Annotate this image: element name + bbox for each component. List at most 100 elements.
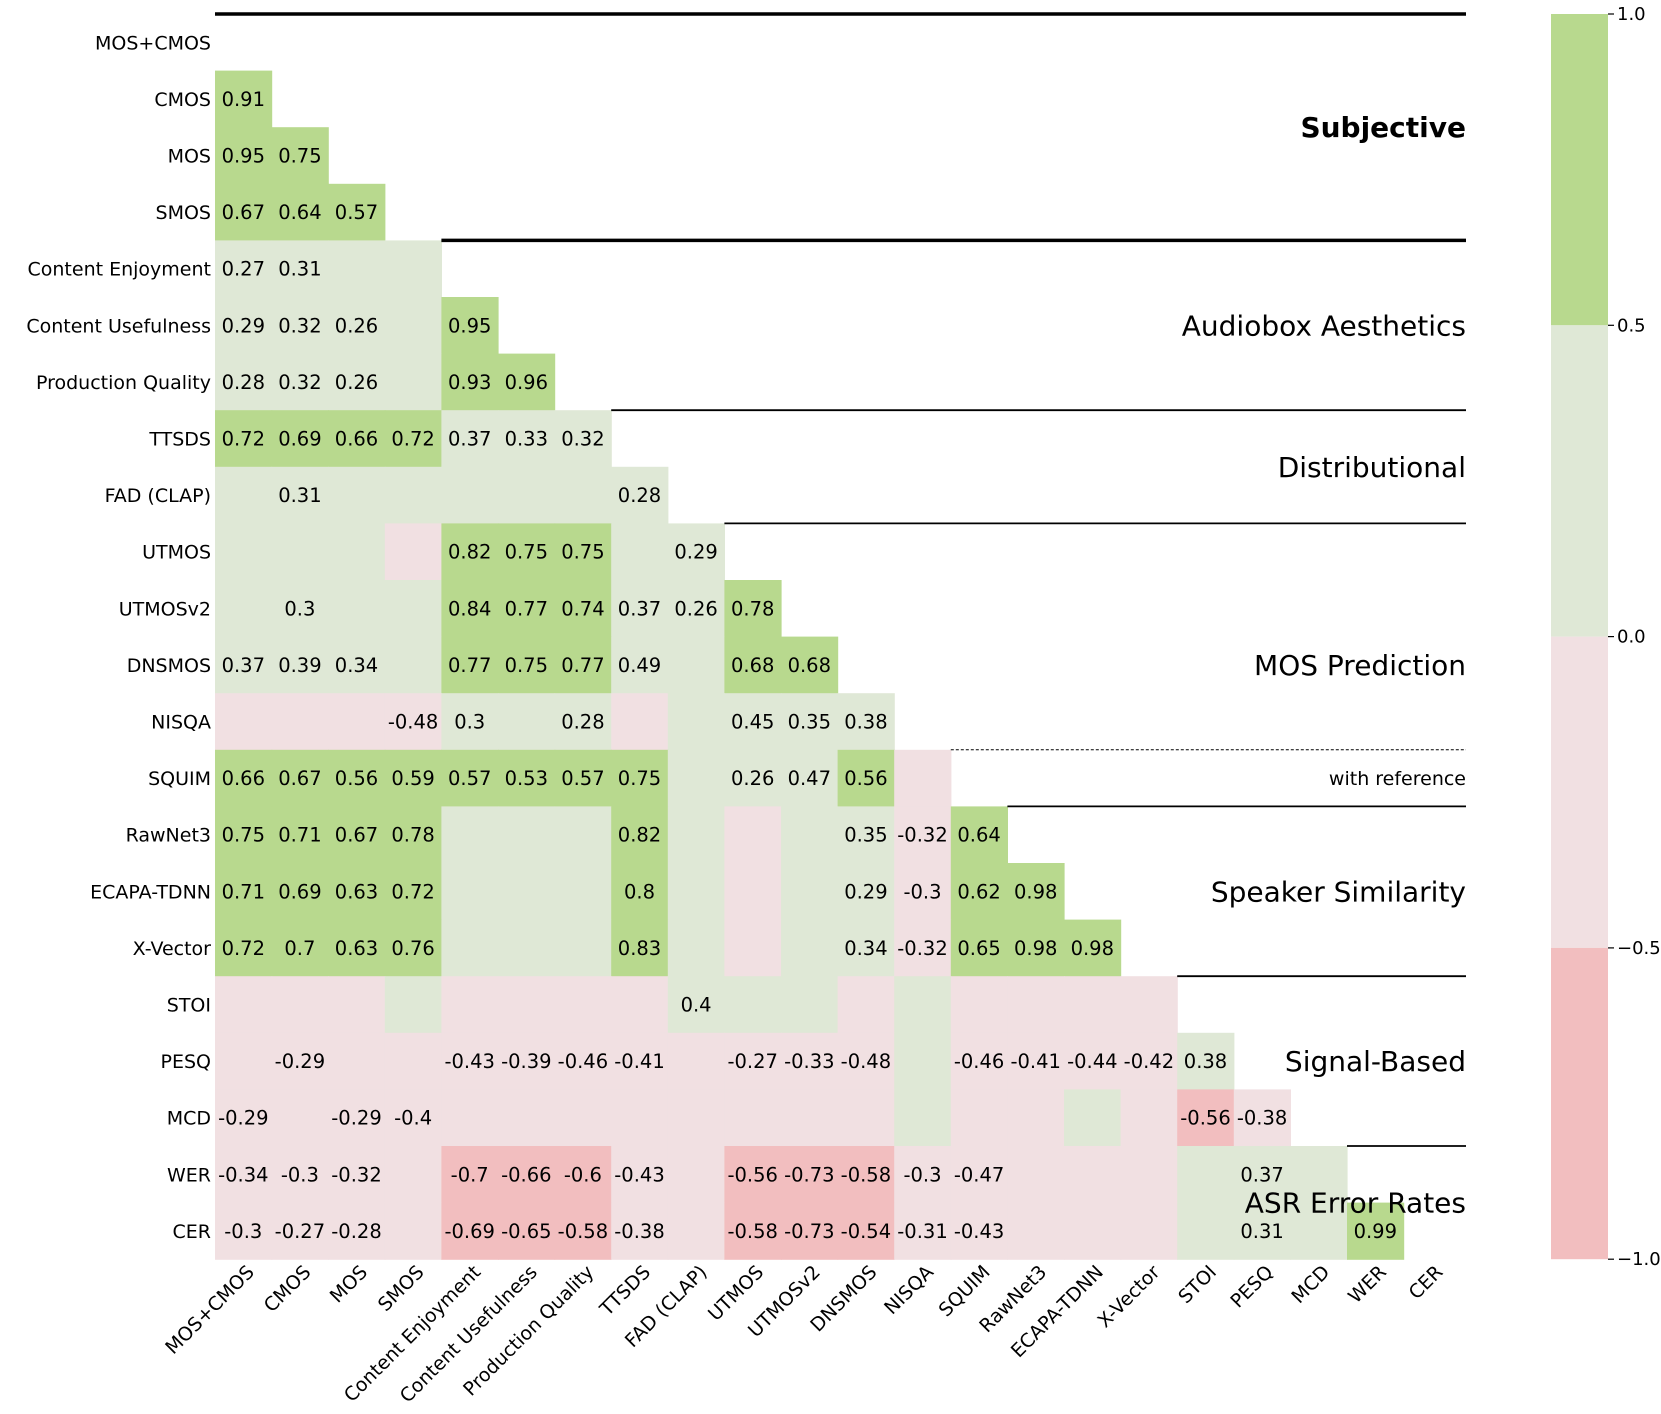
cell-value-utmosv2-ttsds: 0.37 — [618, 597, 661, 620]
cell-value-wer-squim: -0.47 — [954, 1163, 1004, 1186]
cell-value-dnsmos-production-quality: 0.77 — [561, 654, 604, 677]
cell-value-ecapa-tdnn-cmos: 0.69 — [278, 880, 321, 903]
heatmap-cell-wer-ecapa-tdnn — [1064, 1146, 1122, 1204]
heatmap-cell-smos-mos — [328, 183, 386, 241]
heatmap-cell-stoi-mos — [328, 976, 386, 1034]
heatmap-cell-ecapa-tdnn-dnsmos — [837, 863, 895, 921]
cell-value-dnsmos-mos-cmos: 0.37 — [222, 654, 265, 677]
heatmap-cell-mcd-mos — [328, 1089, 386, 1147]
colorbar-tick-label: 0.5 — [1617, 315, 1646, 336]
group-label-mos-prediction: MOS Prediction — [1254, 649, 1466, 682]
row-label-fad-clap: FAD (CLAP) — [105, 485, 211, 507]
cell-value-dnsmos-content-usefulness: 0.75 — [505, 654, 548, 677]
heatmap-cell-cer-dnsmos — [837, 1202, 895, 1260]
col-label-smos: SMOS — [374, 1261, 429, 1316]
heatmap-cell-squim-nisqa — [894, 749, 952, 807]
heatmap-cell-content-usefulness-content-enjoyment — [441, 297, 499, 355]
col-label-cer: CER — [1405, 1261, 1448, 1304]
colorbar-tick-label: 1.0 — [1617, 4, 1646, 25]
heatmap-cell-wer-x-vector — [1120, 1146, 1178, 1204]
heatmap-cell-stoi-fad-clap — [667, 976, 725, 1034]
cell-value-squim-dnsmos: 0.56 — [844, 767, 887, 790]
heatmap-cell-utmosv2-ttsds — [611, 580, 669, 638]
heatmap-cell-x-vector-utmosv2 — [781, 919, 839, 977]
heatmap-cell-stoi-rawnet3 — [1007, 976, 1065, 1034]
cell-value-x-vector-rawnet3: 0.98 — [1014, 937, 1057, 960]
heatmap-cell-wer-pesq — [1233, 1146, 1291, 1204]
col-label-cmos: CMOS — [260, 1261, 316, 1317]
cell-value-dnsmos-cmos: 0.39 — [278, 654, 321, 677]
row-label-wer: WER — [167, 1164, 211, 1186]
heatmap-cell-utmosv2-content-usefulness — [498, 580, 556, 638]
cell-value-squim-mos: 0.56 — [335, 767, 378, 790]
cell-value-pesq-cmos: -0.29 — [275, 1050, 325, 1073]
cell-value-ttsds-production-quality: 0.32 — [561, 428, 604, 451]
cell-value-content-usefulness-mos-cmos: 0.29 — [222, 314, 265, 337]
heatmap-cell-wer-cmos — [271, 1146, 329, 1204]
cell-value-ecapa-tdnn-rawnet3: 0.98 — [1014, 880, 1057, 903]
heatmap-cell-production-quality-mos-cmos — [215, 353, 273, 411]
heatmap-cell-stoi-x-vector — [1120, 976, 1178, 1034]
cell-value-utmosv2-content-usefulness: 0.77 — [505, 597, 548, 620]
heatmap-cell-content-usefulness-smos — [384, 297, 442, 355]
cell-value-pesq-ecapa-tdnn: -0.44 — [1067, 1050, 1117, 1073]
heatmap-cell-stoi-cmos — [271, 976, 329, 1034]
colorbar-tick-label: −1.0 — [1617, 1249, 1661, 1270]
heatmap-cell-utmos-ttsds — [611, 523, 669, 581]
heatmap-cell-utmos-content-usefulness — [498, 523, 556, 581]
heatmap-cell-utmos-production-quality — [554, 523, 612, 581]
heatmap-cell-utmosv2-mos-cmos — [215, 580, 273, 638]
cell-value-production-quality-mos: 0.26 — [335, 371, 378, 394]
cell-value-cer-pesq: 0.31 — [1240, 1220, 1283, 1243]
heatmap-cell-mcd-dnsmos — [837, 1089, 895, 1147]
cell-value-squim-ttsds: 0.75 — [618, 767, 661, 790]
heatmap-cell-pesq-rawnet3 — [1007, 1032, 1065, 1090]
group-label-distributional: Distributional — [1278, 451, 1466, 484]
cell-value-mcd-mos-cmos: -0.29 — [218, 1107, 268, 1130]
group-label-audiobox-aesthetics: Audiobox Aesthetics — [1182, 309, 1466, 342]
heatmap-cell-smos-mos-cmos — [215, 183, 273, 241]
heatmap-cell-squim-mos-cmos — [215, 749, 273, 807]
heatmap-cell-mcd-rawnet3 — [1007, 1089, 1065, 1147]
heatmap-cell-utmosv2-smos — [384, 580, 442, 638]
heatmap-cell-nisqa-ttsds — [611, 693, 669, 751]
heatmap-cell-pesq-production-quality — [554, 1032, 612, 1090]
cell-value-cer-content-usefulness: -0.65 — [501, 1220, 551, 1243]
heatmap-cell-nisqa-production-quality — [554, 693, 612, 751]
cell-value-ttsds-smos: 0.72 — [391, 428, 434, 451]
col-label-nisqa: NISQA — [880, 1261, 938, 1319]
heatmap-cell-ttsds-mos-cmos — [215, 410, 273, 468]
cell-value-rawnet3-mos-cmos: 0.75 — [222, 824, 265, 847]
heatmap-cell-dnsmos-production-quality — [554, 636, 612, 694]
heatmap-cell-content-usefulness-mos — [328, 297, 386, 355]
colorbar-bin-3 — [1551, 636, 1608, 948]
group-label-subjective: Subjective — [1300, 111, 1466, 144]
heatmap-cell-ecapa-tdnn-content-enjoyment — [441, 863, 499, 921]
cell-value-mos-mos-cmos: 0.95 — [222, 145, 265, 168]
heatmap-cell-pesq-ecapa-tdnn — [1064, 1032, 1122, 1090]
cell-value-production-quality-content-usefulness: 0.96 — [505, 371, 548, 394]
heatmap-cell-utmos-cmos — [271, 523, 329, 581]
heatmap-cell-cer-stoi — [1177, 1202, 1235, 1260]
cell-value-cer-cmos: -0.27 — [275, 1220, 325, 1243]
heatmap-cell-nisqa-utmosv2 — [781, 693, 839, 751]
heatmap-cell-pesq-squim — [950, 1032, 1008, 1090]
heatmap-cell-wer-smos — [384, 1146, 442, 1204]
cell-value-dnsmos-content-enjoyment: 0.77 — [448, 654, 491, 677]
row-label-smos: SMOS — [156, 202, 211, 224]
row-label-cer: CER — [173, 1221, 211, 1243]
heatmap-cell-fad-clap-ttsds — [611, 466, 669, 524]
cell-value-wer-production-quality: -0.6 — [564, 1163, 602, 1186]
row-label-stoi: STOI — [167, 995, 211, 1017]
heatmap-cell-pesq-smos — [384, 1032, 442, 1090]
heatmap-cell-pesq-utmos — [724, 1032, 782, 1090]
heatmap-cell-ecapa-tdnn-ttsds — [611, 863, 669, 921]
heatmap-cell-content-enjoyment-mos-cmos — [215, 240, 273, 298]
heatmap-cell-utmosv2-mos — [328, 580, 386, 638]
heatmap-cell-mcd-fad-clap — [667, 1089, 725, 1147]
col-label-mos-cmos: MOS+CMOS — [161, 1261, 259, 1359]
heatmap-cell-rawnet3-smos — [384, 806, 442, 864]
heatmap-cell-x-vector-content-enjoyment — [441, 919, 499, 977]
heatmap-cell-squim-content-enjoyment — [441, 749, 499, 807]
heatmap-cell-cer-fad-clap — [667, 1202, 725, 1260]
